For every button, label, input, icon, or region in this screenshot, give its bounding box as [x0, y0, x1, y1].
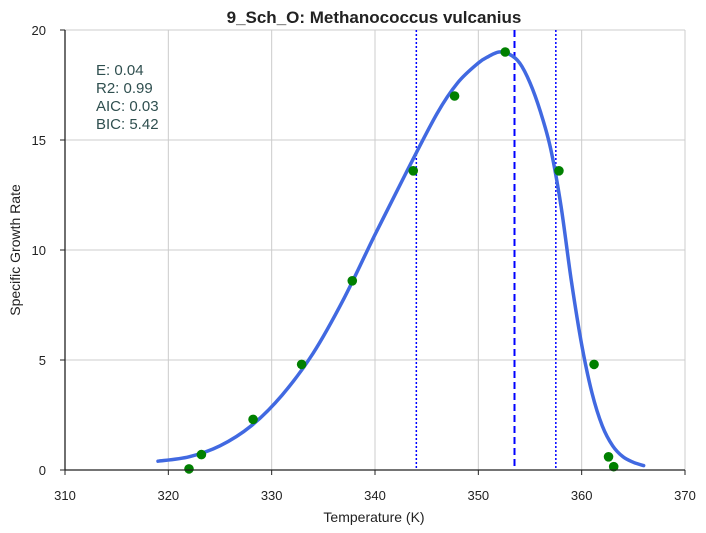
y-tick-label: 20: [32, 23, 46, 38]
fit-curve-layer: [156, 50, 646, 468]
data-point: [589, 359, 599, 370]
x-tick-label: 370: [674, 488, 696, 503]
fit-curve: [156, 50, 646, 468]
stats-aic: AIC: 0.03: [96, 98, 159, 115]
data-point: [554, 166, 564, 176]
y-axis-label: Specific Growth Rate: [7, 184, 23, 316]
data-point: [296, 359, 307, 370]
data-point: [408, 166, 419, 176]
data-point: [500, 47, 511, 57]
x-tick-label: 340: [364, 488, 386, 503]
chart-title: 9_Sch_O: Methanococcus vulcanius: [227, 8, 522, 27]
data-point: [449, 91, 460, 101]
x-tick-label: 320: [157, 488, 179, 503]
x-axis-label: Temperature (K): [323, 509, 424, 525]
data-point: [347, 276, 358, 286]
x-tick-label: 310: [54, 488, 76, 503]
stats-bic: BIC: 5.42: [96, 116, 159, 133]
axes: [60, 29, 686, 475]
data-point: [248, 414, 258, 425]
stats-r2: R2: 0.99: [96, 80, 153, 97]
reference-lines: [415, 30, 557, 470]
stats-box: E: 0.04 R2: 0.99 AIC: 0.03 BIC: 5.42: [96, 62, 159, 133]
y-tick-label: 0: [39, 463, 46, 478]
data-point: [603, 452, 614, 462]
tick-labels: 310 320 330 340 350 360 370 0 5 10 15 20: [32, 23, 696, 503]
x-tick-label: 350: [467, 488, 489, 503]
x-tick-label: 360: [571, 488, 593, 503]
y-tick-label: 10: [32, 243, 46, 258]
stats-e: E: 0.04: [96, 62, 144, 79]
y-tick-label: 15: [32, 133, 46, 148]
data-point: [608, 461, 619, 472]
data-point: [184, 464, 194, 474]
observed-points-layer: [184, 47, 619, 474]
y-tick-label: 5: [39, 353, 46, 368]
grid-lines: [64, 29, 686, 471]
data-point: [196, 449, 207, 460]
x-tick-label: 330: [261, 488, 283, 503]
